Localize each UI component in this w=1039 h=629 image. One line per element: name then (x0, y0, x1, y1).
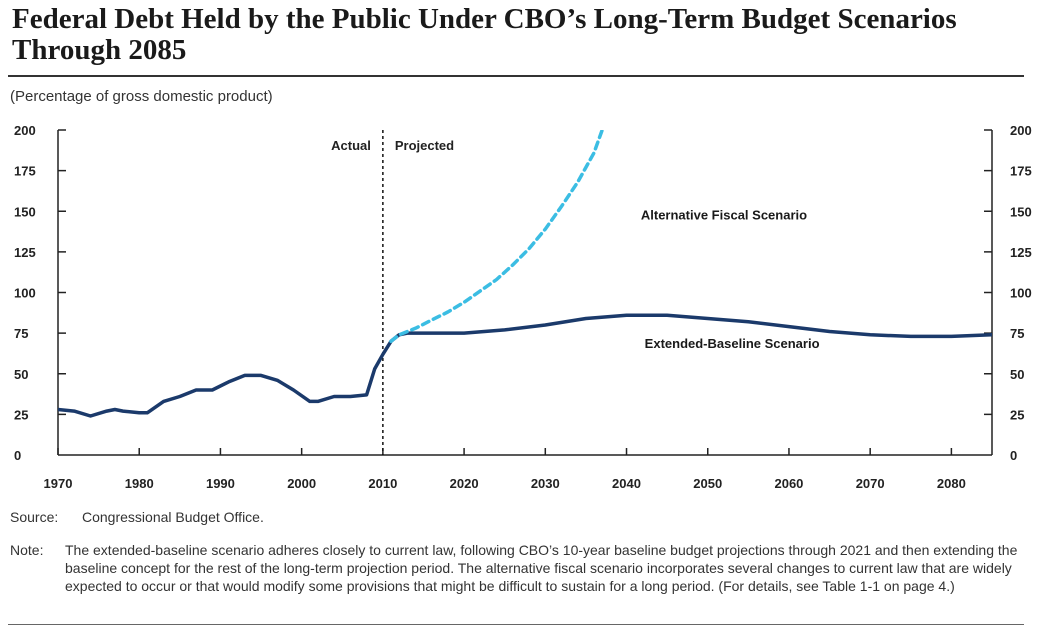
chart-title: Federal Debt Held by the Public Under CB… (12, 3, 957, 66)
actual-projected-divider: Actual Projected (331, 130, 454, 455)
baseline-scenario-label: Extended-Baseline Scenario (645, 336, 820, 351)
source-line: Source: Congressional Budget Office. (10, 509, 264, 525)
note-label: Note: (10, 542, 44, 558)
y-tick-label-left: 25 (14, 407, 28, 422)
annotation-layer: Alternative Fiscal Scenario Extended-Base… (641, 207, 820, 350)
y-tick-label-right: 200 (1010, 123, 1032, 138)
x-tick-label: 2010 (368, 476, 397, 491)
y-tick-label-left: 0 (14, 448, 21, 463)
x-tick-label: 2070 (856, 476, 885, 491)
y-tick-label-left: 100 (14, 286, 36, 301)
y-tick-label-left: 125 (14, 245, 36, 260)
y-tick-label-right: 0 (1010, 448, 1017, 463)
projected-label: Projected (395, 138, 454, 153)
y-tick-label-right: 175 (1010, 164, 1032, 179)
note-text: The extended-baseline scenario adheres c… (65, 542, 1018, 594)
y-tick-label-right: 75 (1010, 326, 1024, 341)
bottom-divider (8, 624, 1024, 625)
y-tick-label-left: 200 (14, 123, 36, 138)
alternative-scenario-label: Alternative Fiscal Scenario (641, 207, 807, 222)
series-layer (58, 130, 992, 418)
source-text: Congressional Budget Office. (82, 509, 264, 525)
source-label: Source: (10, 509, 59, 525)
x-tick-label: 2030 (531, 476, 560, 491)
extended-baseline-line (58, 313, 992, 418)
x-tick-label: 2050 (693, 476, 722, 491)
y-tick-label-right: 150 (1010, 204, 1032, 219)
alternative-fiscal-line (389, 130, 604, 344)
y-axis-ticks: 0 0 25 25 50 50 75 75 100 100 125 125 150 150 175 175 20… (14, 123, 1032, 463)
y-tick-label-left: 175 (14, 164, 36, 179)
y-tick-label-right: 50 (1010, 367, 1024, 382)
x-tick-label: 1990 (206, 476, 235, 491)
x-tick-label: 2020 (450, 476, 479, 491)
x-tick-label: 2000 (287, 476, 316, 491)
x-tick-label: 2080 (937, 476, 966, 491)
y-tick-label-left: 50 (14, 367, 28, 382)
x-tick-label: 1970 (44, 476, 73, 491)
y-tick-label-left: 75 (14, 326, 28, 341)
y-tick-label-left: 150 (14, 204, 36, 219)
y-tick-label-right: 125 (1010, 245, 1032, 260)
title-divider (8, 75, 1024, 77)
x-axis-ticks: 1970 1980 1990 2000 2010 2020 2030 2040 2050 2060… (44, 448, 966, 491)
debt-line-chart: 0 0 25 25 50 50 75 75 100 100 125 125 150 150 175 175 20… (14, 123, 1032, 491)
x-tick-label: 1980 (125, 476, 154, 491)
y-tick-label-right: 25 (1010, 407, 1024, 422)
plot-frame (57, 130, 993, 456)
x-tick-label: 2040 (612, 476, 641, 491)
x-tick-label: 2060 (774, 476, 803, 491)
chart-subtitle: (Percentage of gross domestic product) (10, 88, 273, 105)
note-block: Note: The extended-baseline scenario adh… (10, 541, 1020, 595)
actual-label: Actual (331, 138, 371, 153)
y-tick-label-right: 100 (1010, 286, 1032, 301)
